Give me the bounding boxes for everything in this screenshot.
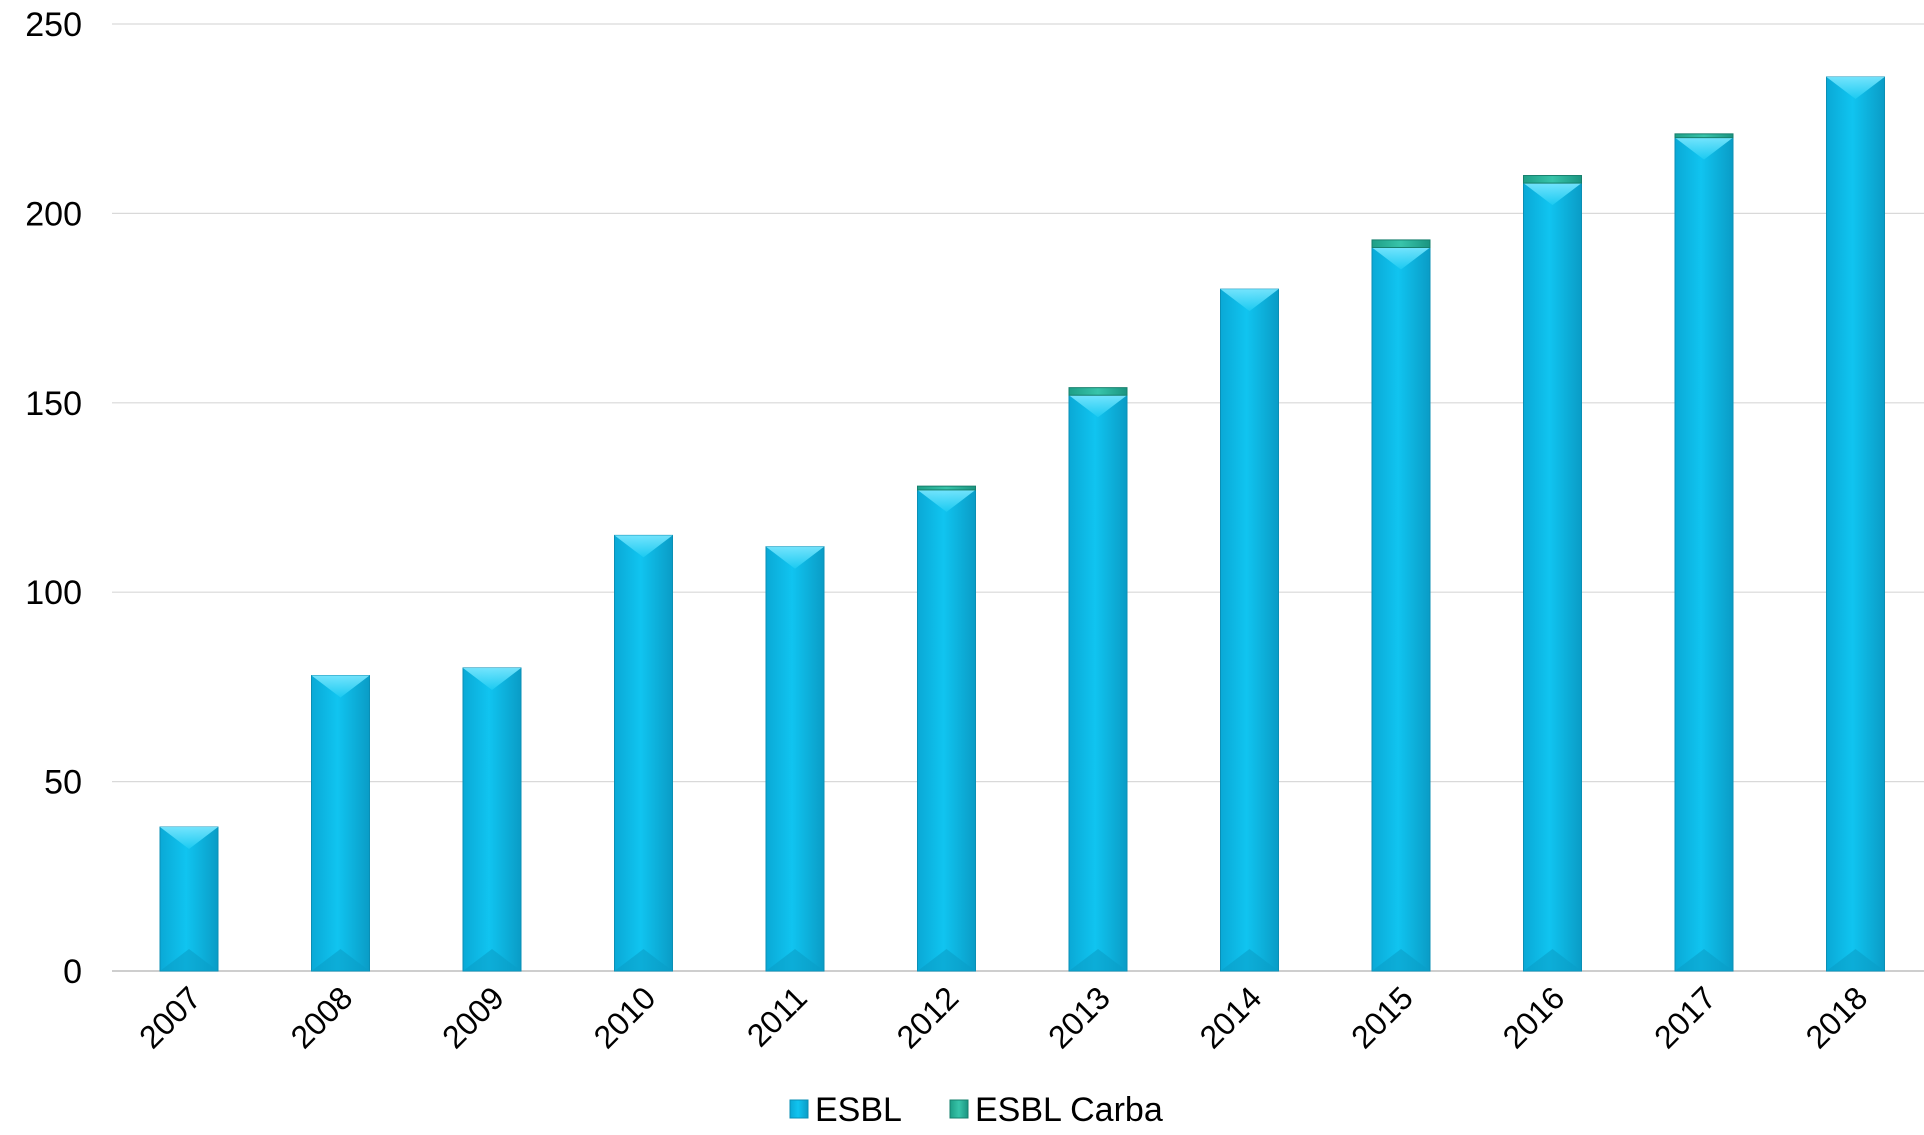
bar-esbl-base xyxy=(1675,949,1733,971)
bar-esbl-base xyxy=(311,949,370,971)
bar-esbl xyxy=(1674,137,1734,972)
bar-esbl-bevel xyxy=(311,675,370,698)
bar-esbl-base xyxy=(614,949,673,971)
x-tick-label: 2013 xyxy=(1041,979,1117,1055)
bar-esbl-bevel xyxy=(1372,247,1430,270)
bar-esbl xyxy=(1523,182,1582,972)
bars xyxy=(159,76,1885,972)
bar-esbl-carba xyxy=(1523,175,1582,184)
bar-esbl-bevel xyxy=(614,535,673,558)
bar-esbl xyxy=(462,667,522,972)
x-tick-label: 2018 xyxy=(1799,979,1875,1055)
x-tick-label: 2012 xyxy=(890,979,966,1055)
bar-esbl-carba xyxy=(1068,387,1128,396)
y-tick-label: 250 xyxy=(25,6,82,44)
x-tick-label: 2007 xyxy=(132,979,208,1055)
bar-esbl xyxy=(1068,394,1128,972)
legend-label-esbl-carba: ESBL Carba xyxy=(975,1091,1163,1129)
bar-esbl-bevel xyxy=(1069,395,1127,418)
y-tick-label: 200 xyxy=(25,195,82,233)
legend: ESBL ESBL Carba xyxy=(789,1091,1163,1129)
y-tick-label: 100 xyxy=(25,574,82,612)
x-tick-label: 2008 xyxy=(284,979,360,1055)
x-tick-label: 2009 xyxy=(435,979,511,1055)
bar-esbl-carba xyxy=(1674,133,1734,139)
bar-esbl-base xyxy=(1523,949,1582,971)
gridlines xyxy=(112,23,1924,972)
bar-esbl xyxy=(614,534,673,972)
bar-esbl-bevel xyxy=(917,489,976,512)
bar-esbl-bevel xyxy=(1220,289,1279,312)
y-tick-label: 50 xyxy=(44,764,82,802)
x-tick-label: 2016 xyxy=(1496,979,1572,1055)
bar-esbl-bevel xyxy=(1523,183,1582,206)
bar-esbl-base xyxy=(1826,949,1885,971)
bar-esbl-bevel xyxy=(766,546,824,569)
bar-esbl-base xyxy=(1372,949,1430,971)
x-tick-label: 2011 xyxy=(740,979,814,1053)
bar-esbl-bevel xyxy=(463,667,521,690)
x-tick-label: 2015 xyxy=(1344,979,1420,1055)
bar-esbl xyxy=(765,546,825,972)
bar-esbl-base xyxy=(917,949,976,971)
bar-esbl-base xyxy=(1069,949,1127,971)
bar-esbl-base xyxy=(766,949,824,971)
x-tick-label: 2010 xyxy=(587,979,663,1055)
bar-esbl-carba xyxy=(1371,239,1431,248)
bar-esbl-bevel xyxy=(1826,77,1885,100)
legend-label-esbl: ESBL xyxy=(815,1091,902,1129)
bar-esbl xyxy=(1826,76,1885,972)
bar-esbl xyxy=(917,489,976,972)
bar-esbl-bevel xyxy=(160,827,218,850)
bar-esbl-carba xyxy=(917,485,976,491)
bar-esbl-base xyxy=(160,949,218,971)
bar-esbl xyxy=(311,675,370,972)
bar-esbl-bevel xyxy=(1675,137,1733,160)
y-tick-label: 150 xyxy=(25,385,82,423)
x-tick-label: 2014 xyxy=(1193,979,1269,1055)
bar-esbl xyxy=(1371,246,1431,972)
legend-swatch-esbl xyxy=(789,1099,809,1119)
bar-esbl xyxy=(1220,288,1279,972)
legend-swatch-esbl-carba xyxy=(949,1099,969,1119)
y-tick-label: 0 xyxy=(63,953,82,991)
x-axis-tick-labels: 2007 2008 2009 2010 2011 2012 2013 2014 2015 2016… xyxy=(132,979,1874,1055)
y-axis-tick-labels: 0 50 100 150 200 250 xyxy=(25,6,82,991)
bar-esbl-base xyxy=(1220,949,1279,971)
bar-esbl-base xyxy=(463,949,521,971)
x-tick-label: 2017 xyxy=(1647,979,1723,1055)
